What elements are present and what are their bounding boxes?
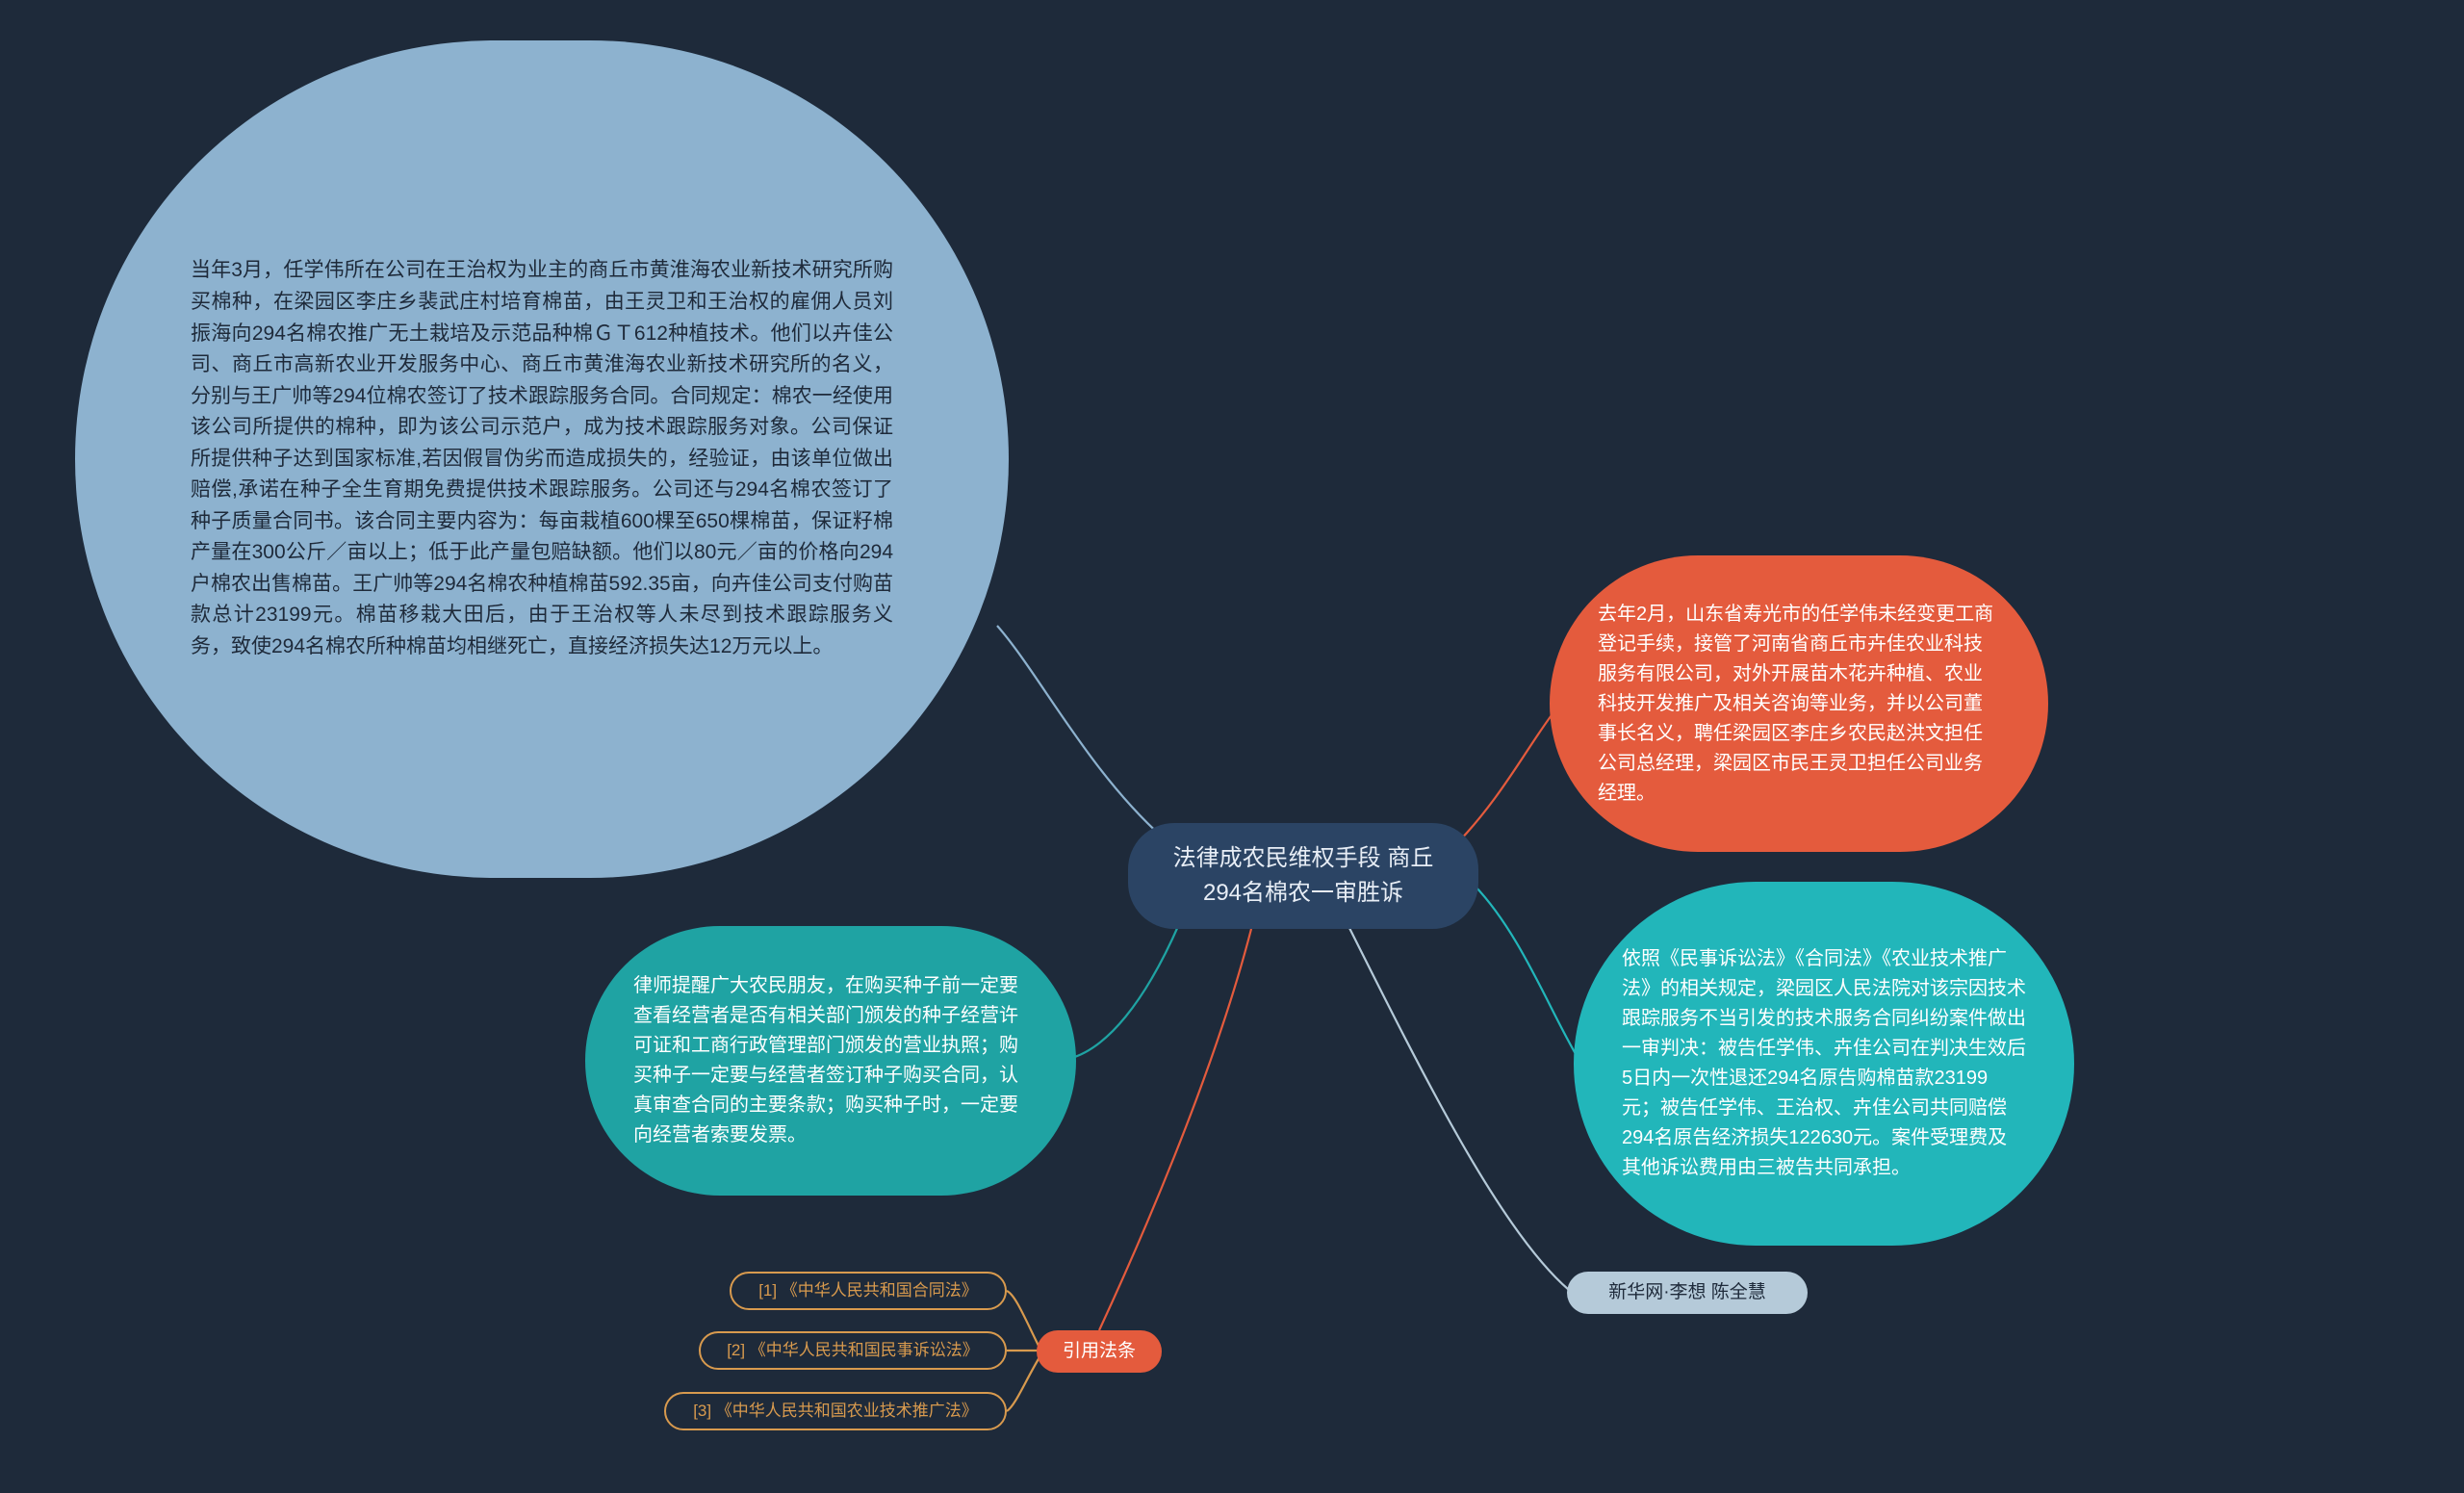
node-law-2[interactable]: [2] 《中华人民共和国民事诉讼法》 xyxy=(699,1331,1007,1370)
node-law-3-text: [3] 《中华人民共和国农业技术推广法》 xyxy=(676,1391,995,1431)
node-source-text: 新华网·李想 陈全慧 xyxy=(1585,1269,1789,1316)
center-node[interactable]: 法律成农民维权手段 商丘294名棉农一审胜诉 xyxy=(1128,823,1478,929)
node-references-text: 引用法条 xyxy=(1040,1327,1159,1375)
node-lawyer-tip-text: 律师提醒广大农民朋友，在购买种子前一定要查看经营者是否有相关部门颁发的种子经营许… xyxy=(585,939,1076,1183)
node-references[interactable]: 引用法条 xyxy=(1037,1330,1162,1373)
edge xyxy=(1348,924,1569,1290)
node-law-3[interactable]: [3] 《中华人民共和国农业技术推广法》 xyxy=(664,1392,1007,1430)
center-node-text: 法律成农民维权手段 商丘294名棉农一审胜诉 xyxy=(1146,818,1461,934)
node-lawyer-tip[interactable]: 律师提醒广大农民朋友，在购买种子前一定要查看经营者是否有相关部门颁发的种子经营许… xyxy=(585,926,1076,1196)
node-big-detail[interactable]: 当年3月，任学伟所在公司在王治权为业主的商丘市黄淮海农业新技术研究所购买棉种，在… xyxy=(75,40,1009,878)
node-verdict-text: 依照《民事诉讼法》《合同法》《农业技术推广法》的相关规定，梁园区人民法院对该宗因… xyxy=(1574,912,2074,1216)
node-feb-background[interactable]: 去年2月，山东省寿光市的任学伟未经变更工商登记手续，接管了河南省商丘市卉佳农业科… xyxy=(1550,555,2048,852)
node-verdict[interactable]: 依照《民事诉讼法》《合同法》《农业技术推广法》的相关规定，梁园区人民法院对该宗因… xyxy=(1574,882,2074,1246)
node-law-1[interactable]: [1] 《中华人民共和国合同法》 xyxy=(730,1272,1007,1310)
edge xyxy=(1453,708,1557,847)
edge xyxy=(1099,929,1251,1330)
node-law-1-text: [1] 《中华人民共和国合同法》 xyxy=(741,1271,995,1311)
edge xyxy=(1068,924,1179,1059)
node-source[interactable]: 新华网·李想 陈全慧 xyxy=(1567,1272,1808,1314)
edge xyxy=(1007,1291,1040,1348)
mindmap-canvas: 树图 shutu.cn 当年3月，任学伟所在公司在王治权为业主的商丘市黄淮海农业… xyxy=(0,0,2464,1493)
edge xyxy=(1475,886,1578,1059)
edge xyxy=(1007,1357,1040,1411)
node-feb-background-text: 去年2月，山东省寿光市的任学伟未经变更工商登记手续，接管了河南省商丘市卉佳农业科… xyxy=(1550,567,2048,841)
node-big-detail-text: 当年3月，任学伟所在公司在王治权为业主的商丘市黄淮海农业新技术研究所购买棉种，在… xyxy=(75,188,1009,730)
edge xyxy=(997,626,1163,837)
node-law-2-text: [2] 《中华人民共和国民事诉讼法》 xyxy=(709,1330,996,1371)
